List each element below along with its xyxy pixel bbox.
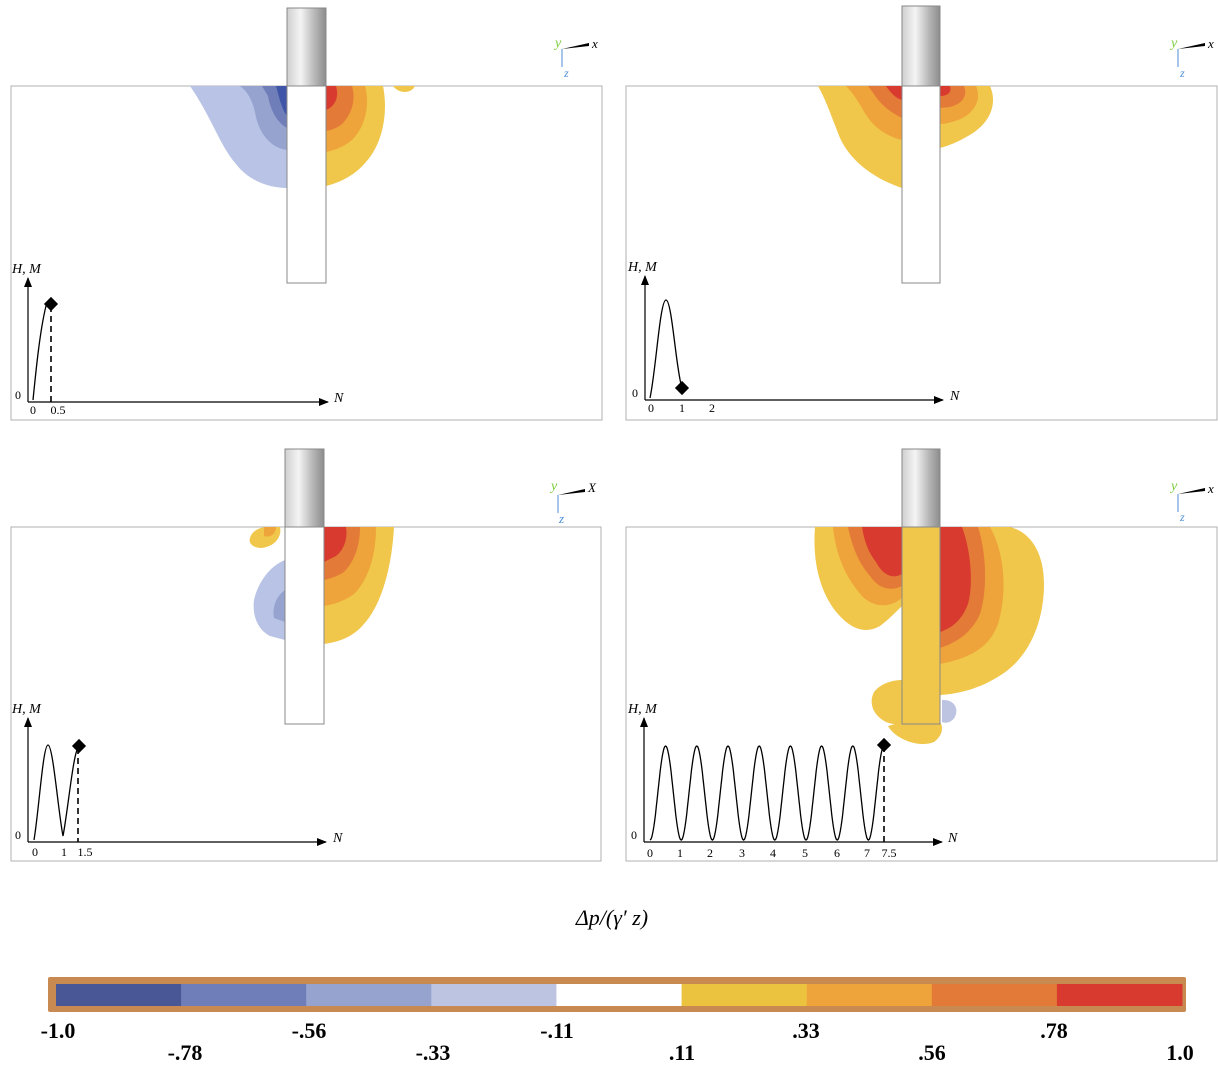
- pile-embedded: [284, 526, 325, 725]
- n-axis-label: N: [947, 831, 958, 846]
- hm-axis-label: H, M: [627, 260, 658, 275]
- colorbar-swatch: [431, 984, 557, 1006]
- colorbar-swatch: [56, 984, 182, 1006]
- tick-label: 6: [834, 846, 840, 860]
- pile-embedded: [286, 85, 327, 284]
- current-point-diamond: [71, 738, 87, 754]
- tick-label: 3: [739, 846, 745, 860]
- panel-4: y x z H, M N 0 0 1 2 3 4 5 6 7 7.5: [625, 448, 1218, 862]
- colorbar-label-lower: -.33: [416, 1040, 451, 1065]
- origin-label: 0: [632, 386, 638, 400]
- panel-1: y x z H, M N 0 0 0.5: [10, 7, 603, 421]
- colorbar: Δp/(γ′ z) -1.0 -.56 -.11 .33 .78 -.78 -.…: [41, 905, 1194, 1065]
- load-curve: [33, 744, 79, 841]
- pile-above: [901, 5, 941, 87]
- colorbar-label-upper: -.11: [540, 1018, 574, 1043]
- tick-label: 1.5: [78, 845, 93, 859]
- load-curve: [649, 745, 885, 841]
- triad-z-label: z: [1179, 66, 1185, 80]
- tick-label: 0: [648, 401, 654, 415]
- n-axis-label: N: [333, 391, 344, 406]
- pile-above: [901, 448, 941, 528]
- pile-above: [286, 7, 327, 87]
- triad-x-label: x: [591, 36, 598, 51]
- pile-embedded: [901, 85, 941, 284]
- current-point-diamond: [876, 737, 892, 753]
- hm-axis-label: H, M: [11, 702, 42, 717]
- triad-x-label: x: [1207, 481, 1214, 496]
- origin-label: 0: [15, 388, 21, 402]
- tick-label: 2: [707, 846, 713, 860]
- n-axis-label: N: [332, 831, 343, 846]
- tick-label: 1: [679, 401, 685, 415]
- colorbar-label-upper: -.56: [292, 1018, 327, 1043]
- colorbar-label-lower: .56: [918, 1040, 946, 1065]
- coordinate-triad: y x z: [1169, 36, 1214, 80]
- triad-z-label: z: [1179, 510, 1185, 524]
- colorbar-label-lower: 1.0: [1166, 1040, 1194, 1065]
- triad-y-label: y: [1169, 36, 1178, 51]
- load-history-inset: H, M N 0 0 1 1.5: [11, 702, 343, 859]
- pressure-contours: [249, 527, 394, 644]
- load-curve: [649, 299, 683, 399]
- triad-x-label: X: [587, 480, 597, 495]
- triad-x-label: x: [1207, 36, 1214, 51]
- current-point-diamond: [43, 296, 59, 312]
- colorbar-swatches: [56, 984, 1183, 1006]
- colorbar-swatch: [931, 984, 1058, 1006]
- panel-2: y x z H, M N 0 0 1 2: [625, 5, 1218, 421]
- colorbar-title: Δp/(γ′ z): [575, 905, 648, 930]
- coordinate-triad: y x z: [1169, 479, 1214, 524]
- triad-y-label: y: [1169, 479, 1178, 494]
- colorbar-label-upper: .33: [792, 1018, 820, 1043]
- tick-label: 0: [32, 845, 38, 859]
- load-history-inset: H, M N 0 0 1 2 3 4 5 6 7 7.5: [627, 702, 958, 860]
- tick-label: 1: [61, 845, 67, 859]
- colorbar-swatch: [806, 984, 933, 1006]
- triad-z-label: z: [563, 66, 569, 80]
- n-axis-label: N: [949, 389, 960, 404]
- colorbar-swatch: [1056, 984, 1183, 1006]
- pressure-contours: [818, 86, 994, 188]
- tick-label: 0.5: [51, 403, 66, 417]
- panel-3: y X z H, M N 0 0 1 1.5: [10, 448, 602, 862]
- tick-label: 0: [647, 846, 653, 860]
- tick-label: 4: [770, 846, 776, 860]
- hm-axis-label: H, M: [627, 702, 658, 717]
- triad-y-label: y: [549, 479, 558, 494]
- colorbar-swatch: [556, 984, 682, 1006]
- tick-label: 7.5: [882, 846, 897, 860]
- coordinate-triad: y x z: [553, 36, 598, 80]
- tick-label: 7: [864, 846, 870, 860]
- pile-embedded: [901, 526, 941, 725]
- tick-label: 0: [30, 403, 36, 417]
- colorbar-swatch: [681, 984, 808, 1006]
- colorbar-label-lower: .11: [669, 1040, 695, 1065]
- colorbar-swatch: [306, 984, 432, 1006]
- triad-z-label: z: [558, 511, 564, 526]
- tick-label: 5: [802, 846, 808, 860]
- origin-label: 0: [631, 828, 637, 842]
- colorbar-label-upper: .78: [1040, 1018, 1068, 1043]
- coordinate-triad: y X z: [549, 479, 597, 526]
- tick-label: 1: [677, 846, 683, 860]
- tick-label: 2: [709, 401, 715, 415]
- colorbar-swatch: [181, 984, 307, 1006]
- colorbar-label-lower: -.78: [168, 1040, 203, 1065]
- current-point-diamond: [674, 380, 690, 396]
- hm-axis-label: H, M: [11, 262, 42, 277]
- load-curve: [32, 301, 52, 401]
- colorbar-label-upper: -1.0: [41, 1018, 76, 1043]
- pressure-contours: [190, 86, 415, 188]
- load-history-inset: H, M N 0 0 0.5: [11, 262, 344, 417]
- triad-y-label: y: [553, 36, 562, 51]
- load-history-inset: H, M N 0 0 1 2: [627, 260, 960, 415]
- origin-label: 0: [15, 828, 21, 842]
- pile-above: [284, 448, 325, 528]
- pressure-contours: [814, 527, 1044, 745]
